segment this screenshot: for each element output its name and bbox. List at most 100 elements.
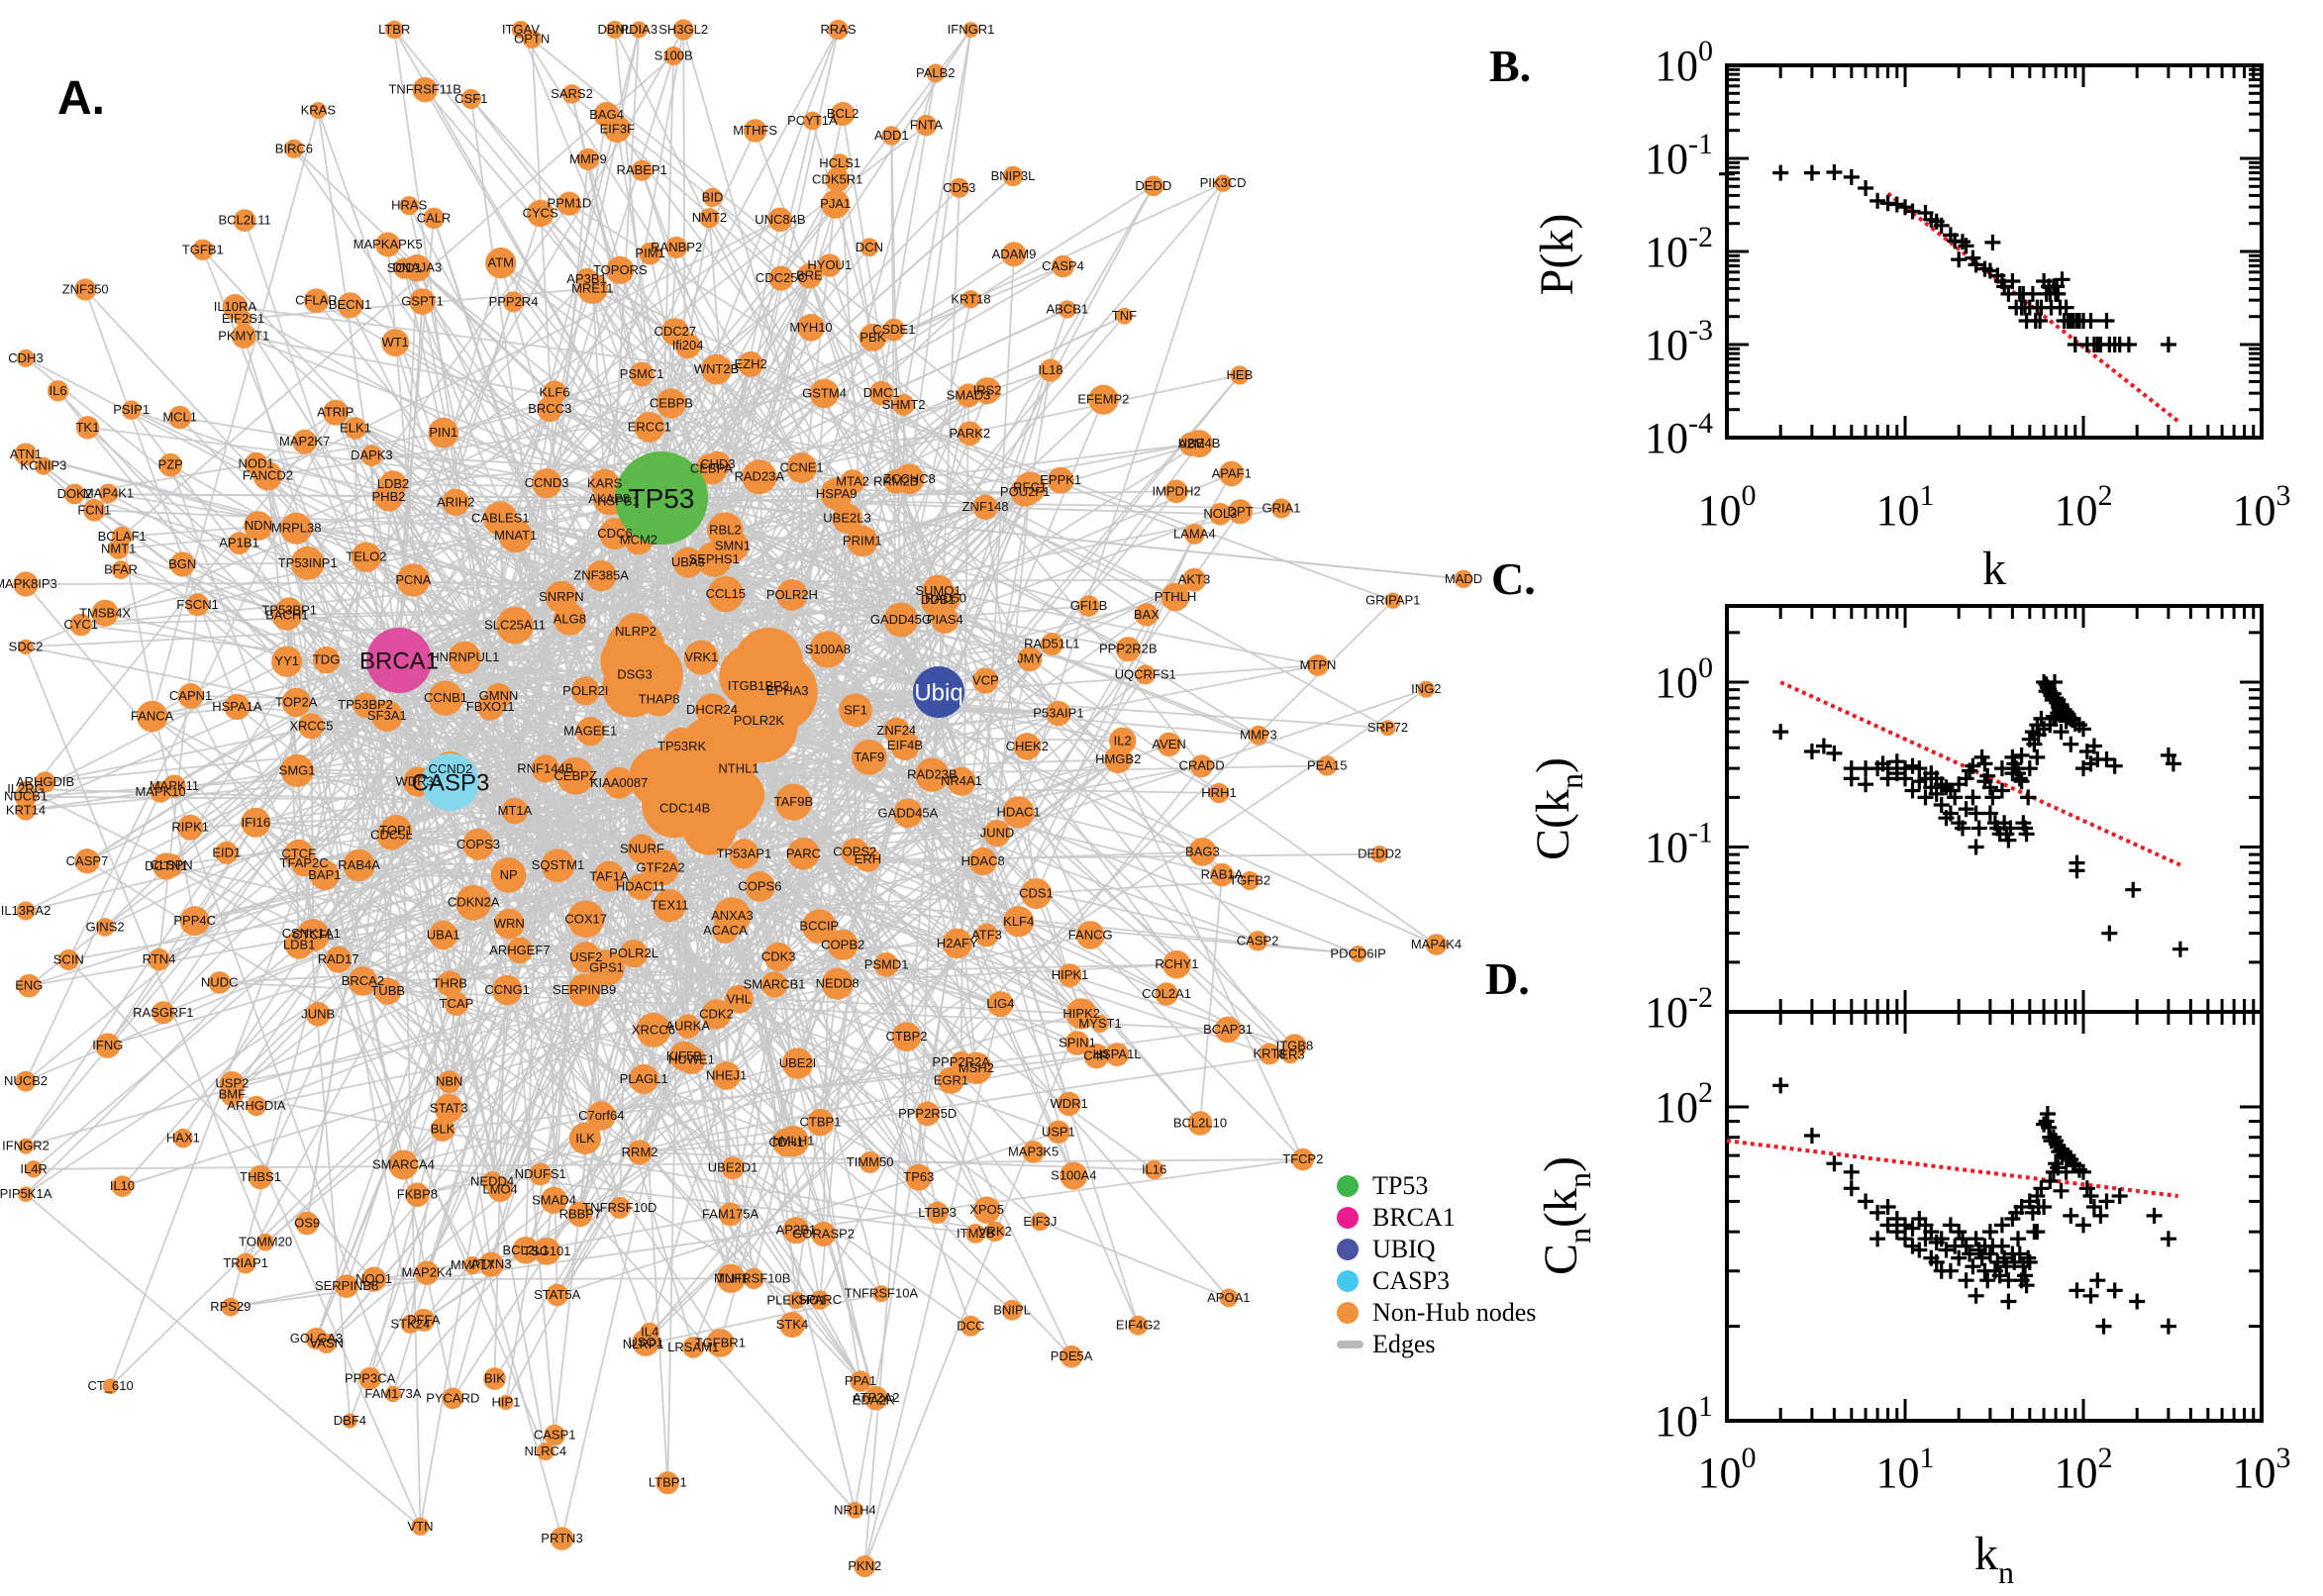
data-point-marker xyxy=(1843,770,1860,787)
network-node xyxy=(228,532,251,555)
data-point-marker xyxy=(1984,789,2001,806)
legend-node-swatch-icon xyxy=(1337,1302,1359,1324)
x-tick-label: 102 xyxy=(2055,1442,2113,1497)
network-node xyxy=(111,560,131,579)
data-point-marker xyxy=(1958,801,1974,818)
network-node xyxy=(786,452,817,483)
network-node xyxy=(276,597,303,624)
network-node-label: NQO1 xyxy=(355,1271,392,1286)
network-node-label: LIG4 xyxy=(986,996,1014,1011)
network-node-label: TFAP2C xyxy=(280,855,329,870)
network-node-label: IER3 xyxy=(1276,1047,1305,1061)
network-node xyxy=(662,727,701,766)
network-node-label: NLRP1 xyxy=(623,1337,664,1351)
legend-item-label: CASP3 xyxy=(1372,1266,1451,1295)
network-node xyxy=(636,1012,671,1047)
network-node-label: NUCB1 xyxy=(4,789,48,804)
network-node xyxy=(1307,654,1329,676)
network-node-label: SHMT2 xyxy=(882,397,926,412)
network-node xyxy=(358,1366,381,1390)
data-point-marker xyxy=(1938,1242,1955,1258)
network-node-label: SMG1 xyxy=(279,762,316,777)
network-node-label: S100B xyxy=(655,49,693,63)
network-node-label: MTPN xyxy=(1300,657,1337,672)
network-node-label: LRSAM1 xyxy=(667,1340,719,1354)
network-node xyxy=(847,525,878,557)
network-node xyxy=(14,443,38,466)
network-node-label: COL2A1 xyxy=(1142,986,1191,1001)
network-node-label: CHEK2 xyxy=(1006,739,1049,753)
network-node-label: HSPA1L xyxy=(1093,1047,1142,1061)
network-node-label: BNIP3L xyxy=(991,168,1036,183)
network-node-label: LAMA4 xyxy=(1173,526,1216,541)
network-node xyxy=(1259,1043,1280,1065)
network-node xyxy=(74,848,100,874)
data-point-marker xyxy=(2013,1199,2030,1215)
data-point-marker xyxy=(1993,782,2010,799)
network-node-label: PBK xyxy=(859,330,885,345)
network-node xyxy=(1384,592,1401,609)
y-tick-label: 10-1 xyxy=(1645,817,1713,872)
network-node xyxy=(745,707,772,735)
y-tick-label: 10-4 xyxy=(1645,407,1713,462)
network-node-label: ADD1 xyxy=(874,128,909,143)
network-node xyxy=(16,901,36,921)
network-node xyxy=(1190,754,1214,778)
network-node-label: EPPK1 xyxy=(1040,472,1081,487)
data-point-marker xyxy=(2018,826,2035,843)
network-node xyxy=(743,119,767,143)
network-node-label: UBA1 xyxy=(427,927,460,942)
network-node-label: TP63 xyxy=(903,1169,934,1184)
network-node-label: LTBP1 xyxy=(649,1475,687,1490)
network-node-label: NLRP2 xyxy=(615,624,656,639)
network-node-label: DOK2 xyxy=(57,486,92,501)
network-node xyxy=(1021,878,1052,910)
network-node xyxy=(423,207,445,230)
data-point-marker xyxy=(2063,1207,2079,1224)
network-node xyxy=(566,900,605,939)
network-node-label: DMC1 xyxy=(863,385,900,400)
network-node-label: CSNK1A1 xyxy=(282,926,341,941)
network-node-label: EID1 xyxy=(212,845,241,859)
data-point-marker xyxy=(2006,1253,2023,1270)
network-node xyxy=(483,501,518,536)
data-points xyxy=(1772,1077,2176,1335)
network-node-label: HIP1 xyxy=(491,1395,520,1410)
network-node xyxy=(437,970,463,997)
data-point-marker xyxy=(1979,767,1996,784)
network-node-label: SARS2 xyxy=(551,86,593,101)
network-node-label: NDUFS1 xyxy=(515,1166,566,1181)
data-point-marker xyxy=(2129,1293,2146,1310)
network-node-label: IFNGR2 xyxy=(2,1139,50,1153)
network-node-label: ATXN3 xyxy=(471,1256,512,1271)
network-node-label: PARC xyxy=(786,846,821,860)
network-node-label: DSG3 xyxy=(617,667,652,682)
network-node-label: POLR2I xyxy=(562,683,608,698)
network-node-label: RAD17 xyxy=(318,951,359,966)
data-point-marker xyxy=(2011,770,2028,787)
network-node xyxy=(642,682,676,717)
network-node-label: USF2 xyxy=(569,949,602,964)
network-node xyxy=(1047,466,1074,494)
network-node xyxy=(983,820,1011,848)
data-point-marker xyxy=(2050,285,2067,302)
network-node xyxy=(511,21,530,39)
data-point-marker xyxy=(2026,736,2043,752)
network-node xyxy=(818,253,842,277)
tick-labels: 100 10-1 10-2 10-3 10-4 100 101 102 103 xyxy=(1645,35,2291,535)
axis-labels: kn Cn(kn) xyxy=(1535,1156,2014,1590)
network-node-label: MAP4K1 xyxy=(83,485,134,500)
network-node-label: PIK3CD xyxy=(1200,175,1247,190)
network-node-label: PEA15 xyxy=(1307,757,1347,772)
network-node-label: PHB2 xyxy=(372,489,406,504)
network-node-label: SPARC xyxy=(798,1292,842,1307)
network-node-label: APAF1 xyxy=(1212,466,1252,481)
network-node xyxy=(859,238,879,257)
x-tick-label: 102 xyxy=(2055,479,2113,535)
network-node xyxy=(309,859,340,891)
network-node-label: CTBP1 xyxy=(800,1115,842,1130)
network-node xyxy=(882,318,906,342)
network-node xyxy=(915,1101,941,1127)
network-node-label: SDC2 xyxy=(9,639,44,653)
network-node-label: DEDD2 xyxy=(1358,847,1401,861)
